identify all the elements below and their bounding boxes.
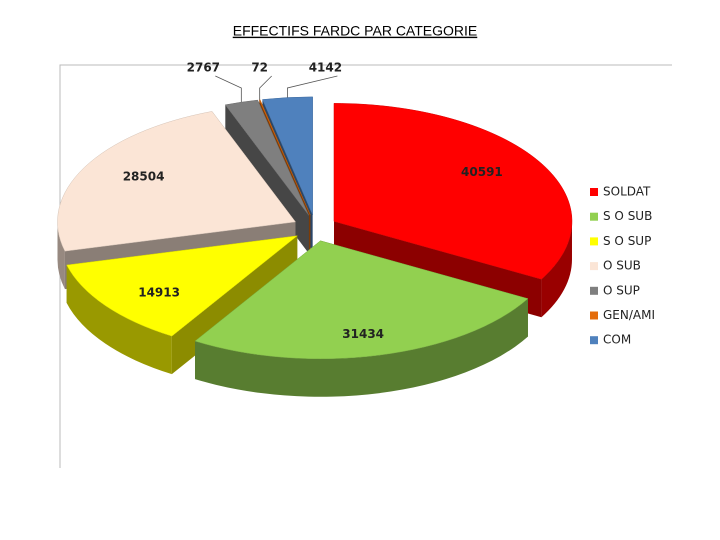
legend-swatch bbox=[590, 286, 598, 295]
legend-label: COM bbox=[603, 333, 631, 347]
legend-swatch bbox=[590, 262, 598, 271]
legend-label: GEN/AMI bbox=[603, 308, 655, 322]
legend-label: S O SUP bbox=[603, 234, 651, 248]
data-label: 31434 bbox=[342, 327, 384, 341]
legend-swatch bbox=[590, 311, 598, 320]
leader-line bbox=[287, 75, 338, 98]
legend-swatch bbox=[590, 237, 598, 246]
chart-title: EFFECTIFS FARDC PAR CATEGORIE bbox=[233, 23, 478, 39]
legend-swatch bbox=[590, 336, 598, 345]
data-label: 72 bbox=[251, 61, 268, 75]
legend-swatch bbox=[590, 212, 598, 221]
slice-wall bbox=[541, 221, 572, 318]
legend-label: S O SUB bbox=[603, 209, 652, 223]
data-label: 4142 bbox=[309, 61, 342, 75]
slice bbox=[194, 240, 529, 360]
leader-line bbox=[259, 75, 272, 100]
data-label: 2767 bbox=[187, 61, 220, 75]
leader-line bbox=[215, 75, 242, 103]
plot-frame bbox=[59, 64, 672, 468]
data-label: 28504 bbox=[123, 170, 165, 184]
slice-wall bbox=[57, 221, 65, 290]
legend-label: O SUB bbox=[603, 259, 641, 273]
pie bbox=[57, 96, 573, 397]
legend-swatch bbox=[590, 188, 598, 196]
legend-label: O SUP bbox=[603, 283, 640, 297]
data-label: 14913 bbox=[138, 286, 180, 300]
slice-wall bbox=[195, 298, 528, 397]
slice bbox=[66, 235, 299, 337]
slice bbox=[57, 111, 296, 252]
data-label: 40591 bbox=[461, 165, 503, 179]
slice bbox=[333, 103, 573, 280]
slice-wall bbox=[66, 265, 172, 375]
legend-label: SOLDAT bbox=[603, 185, 651, 199]
